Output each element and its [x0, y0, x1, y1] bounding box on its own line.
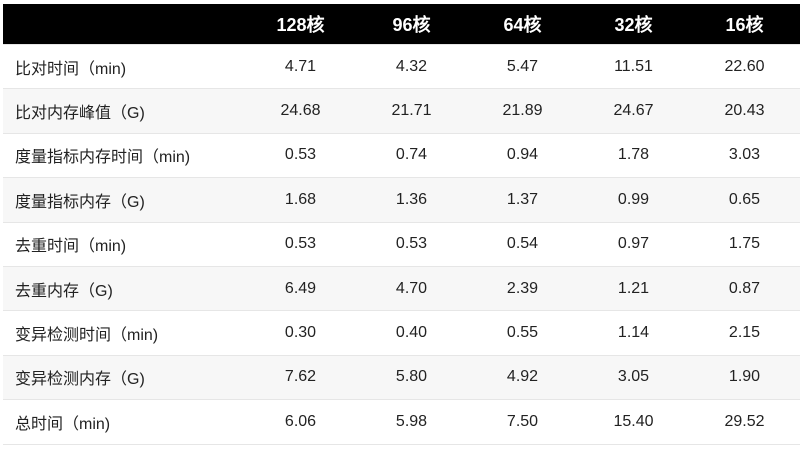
table-row: 总时间（min) 6.06 5.98 7.50 15.40 29.52: [3, 399, 800, 445]
table-row: 变异检测内存（G) 7.62 5.80 4.92 3.05 1.90: [3, 354, 800, 400]
cell: 1.14: [578, 310, 689, 356]
table-body: 比对时间（min) 4.71 4.32 5.47 11.51 22.60 比对内存峰值（G)…: [3, 43, 800, 445]
table-row: 变异检测时间（min) 0.30 0.40 0.55 1.14 2.15: [3, 310, 800, 356]
table-row: 度量指标内存（G) 1.68 1.36 1.37 0.99 0.65: [3, 177, 800, 223]
cell: 2.39: [467, 265, 578, 311]
cell: 1.68: [245, 177, 356, 223]
cell: 3.03: [689, 132, 800, 178]
cell: 1.90: [689, 354, 800, 400]
cell: 0.53: [245, 221, 356, 267]
cell: 1.75: [689, 221, 800, 267]
cell: 24.67: [578, 88, 689, 134]
cell: 29.52: [689, 399, 800, 445]
cell: 4.92: [467, 354, 578, 400]
column-header: [3, 4, 245, 45]
cell: 22.60: [689, 43, 800, 89]
cell: 21.71: [356, 88, 467, 134]
cell: 0.40: [356, 310, 467, 356]
cell: 4.71: [245, 43, 356, 89]
cell: 0.97: [578, 221, 689, 267]
cell: 0.53: [245, 132, 356, 178]
cell: 1.36: [356, 177, 467, 223]
column-header: 96核: [356, 4, 467, 45]
data-table: 128核 96核 64核 32核 16核 比对时间（min) 4.71 4.32 5.47 11…: [3, 4, 800, 445]
cell: 15.40: [578, 399, 689, 445]
row-label: 比对内存峰值（G): [3, 88, 245, 134]
cell: 24.68: [245, 88, 356, 134]
row-label: 变异检测时间（min): [3, 310, 245, 356]
column-header: 128核: [245, 4, 356, 45]
table-row: 去重时间（min) 0.53 0.53 0.54 0.97 1.75: [3, 221, 800, 267]
column-header: 32核: [578, 4, 689, 45]
row-label: 变异检测内存（G): [3, 354, 245, 400]
table-row: 去重内存（G) 6.49 4.70 2.39 1.21 0.87: [3, 265, 800, 311]
row-label: 度量指标内存（G): [3, 177, 245, 223]
column-header: 16核: [689, 4, 800, 45]
cell: 2.15: [689, 310, 800, 356]
cell: 5.47: [467, 43, 578, 89]
row-label: 度量指标内存时间（min): [3, 132, 245, 178]
table-row: 度量指标内存时间（min) 0.53 0.74 0.94 1.78 3.03: [3, 132, 800, 178]
cell: 6.06: [245, 399, 356, 445]
header-row: 128核 96核 64核 32核 16核: [3, 4, 800, 45]
cell: 0.74: [356, 132, 467, 178]
cell: 6.49: [245, 265, 356, 311]
cell: 0.53: [356, 221, 467, 267]
column-header: 64核: [467, 4, 578, 45]
table-row: 比对时间（min) 4.71 4.32 5.47 11.51 22.60: [3, 43, 800, 89]
cell: 4.70: [356, 265, 467, 311]
cell: 1.21: [578, 265, 689, 311]
row-label: 去重内存（G): [3, 265, 245, 311]
row-label: 比对时间（min): [3, 43, 245, 89]
cell: 21.89: [467, 88, 578, 134]
cell: 0.99: [578, 177, 689, 223]
cell: 20.43: [689, 88, 800, 134]
cell: 1.37: [467, 177, 578, 223]
cell: 1.78: [578, 132, 689, 178]
table-header: 128核 96核 64核 32核 16核: [3, 4, 800, 45]
cell: 0.65: [689, 177, 800, 223]
cell: 0.94: [467, 132, 578, 178]
cell: 5.80: [356, 354, 467, 400]
cell: 0.30: [245, 310, 356, 356]
cell: 3.05: [578, 354, 689, 400]
cell: 7.62: [245, 354, 356, 400]
cell: 0.55: [467, 310, 578, 356]
cell: 4.32: [356, 43, 467, 89]
row-label: 总时间（min): [3, 399, 245, 445]
cell: 11.51: [578, 43, 689, 89]
cell: 5.98: [356, 399, 467, 445]
cell: 0.87: [689, 265, 800, 311]
table-row: 比对内存峰值（G) 24.68 21.71 21.89 24.67 20.43: [3, 88, 800, 134]
cell: 0.54: [467, 221, 578, 267]
cell: 7.50: [467, 399, 578, 445]
row-label: 去重时间（min): [3, 221, 245, 267]
